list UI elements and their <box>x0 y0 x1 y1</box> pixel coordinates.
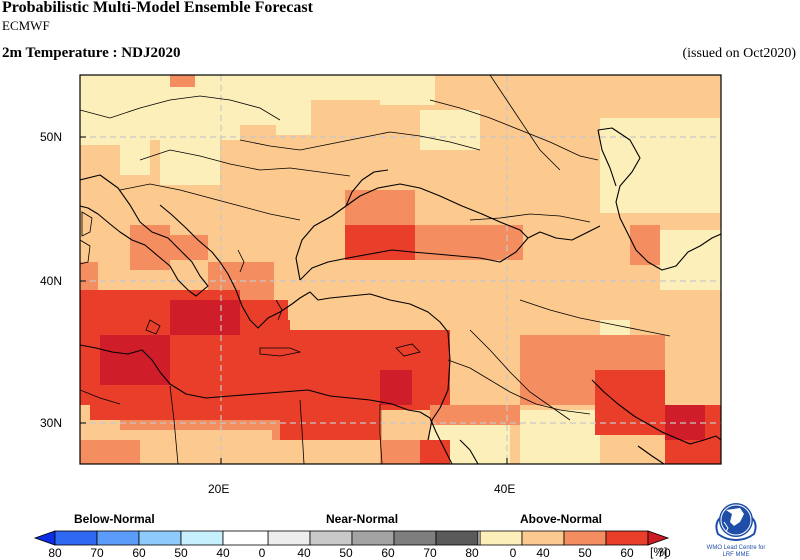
borders-islands <box>80 75 671 464</box>
map-frame <box>79 74 722 465</box>
legend-tick-label: 50 <box>174 546 188 560</box>
legend-arrow-left <box>33 530 56 546</box>
probability-cells <box>80 75 721 464</box>
legend-arrow-right <box>647 530 670 546</box>
legend-swatch <box>54 530 98 546</box>
probability-cell <box>170 75 195 87</box>
legend-swatch <box>605 530 649 546</box>
probability-cell <box>380 370 412 405</box>
probability-cell <box>660 230 721 290</box>
legend-swatch <box>479 530 523 546</box>
axis-ticks <box>80 136 508 464</box>
probability-cell <box>276 75 311 135</box>
logo-text-1: WMO Lead Centre for <box>707 545 766 551</box>
legend-unit: [%] <box>650 545 668 559</box>
legend-category-near: Near-Normal <box>326 512 399 526</box>
lat-lon-grid <box>80 75 721 464</box>
lat-label-30n: 30N <box>40 416 63 430</box>
lon-label-20e: 20E <box>208 482 230 496</box>
legend-category-above: Above-Normal <box>520 512 603 526</box>
probability-cell <box>520 410 600 464</box>
probability-cell <box>430 405 520 425</box>
legend-swatch <box>563 530 607 546</box>
legend-tick-label: 50 <box>578 546 592 560</box>
legend-swatch <box>435 530 479 546</box>
legend-swatch <box>138 530 182 546</box>
probability-cell <box>80 440 140 464</box>
probability-cell <box>420 440 450 464</box>
probability-cell <box>120 75 150 175</box>
issued-date: (issued on Oct2020) <box>682 46 796 61</box>
wmo-logo: WMO Lead Centre for LRF MME <box>707 503 766 558</box>
probability-cell <box>380 75 435 105</box>
legend-swatch <box>393 530 437 546</box>
probability-cell <box>80 75 120 145</box>
probability-cell <box>345 225 415 260</box>
legend-swatch <box>521 530 565 546</box>
legend-tick-label: 60 <box>132 546 146 560</box>
legend-tick-label: 80 <box>465 546 479 560</box>
legend-tick-label: 60 <box>381 546 395 560</box>
color-legend-bar <box>33 530 670 546</box>
lat-label-50n: 50N <box>40 130 63 144</box>
probability-cell <box>345 190 415 225</box>
legend-tick-label: 70 <box>657 546 671 560</box>
probability-cell <box>170 300 240 335</box>
legend-tick-label: 0 <box>509 546 517 560</box>
legend-swatch <box>309 530 353 546</box>
coastlines <box>80 127 721 464</box>
legend-tick-label: 50 <box>339 546 353 560</box>
legend-tick-label: 80 <box>48 546 62 560</box>
legend-tick-label: 60 <box>620 546 634 560</box>
probability-cell <box>420 110 480 150</box>
probability-cell <box>160 140 220 185</box>
model-name: ECMWF <box>2 18 50 33</box>
legend-category-below: Below-Normal <box>74 512 155 526</box>
legend-tick-label: 40 <box>216 546 230 560</box>
lat-label-40n: 40N <box>40 274 63 288</box>
legend-tick-label: 40 <box>297 546 311 560</box>
probability-cell <box>170 235 208 260</box>
probability-cell <box>100 335 170 385</box>
legend-tick-label: 40 <box>536 546 550 560</box>
lon-label-40e: 40E <box>494 482 516 496</box>
forecast-title: Probabilistic Multi-Model Ensemble Forec… <box>2 0 313 16</box>
probability-cell <box>240 75 276 125</box>
legend-tick-label: 70 <box>423 546 437 560</box>
legend-tick-label: 0 <box>258 546 266 560</box>
legend-swatch <box>267 530 311 546</box>
legend-swatch-blank <box>477 530 481 546</box>
legend-swatch <box>180 530 224 546</box>
variable-period: 2m Temperature : NDJ2020 <box>2 45 181 61</box>
legend-swatch <box>96 530 140 546</box>
globe-icon <box>715 503 757 542</box>
probability-cell <box>311 75 381 100</box>
legend-swatch <box>351 530 395 546</box>
probability-cell <box>130 225 170 270</box>
probability-cell <box>595 370 665 435</box>
legend-swatch-blank <box>222 530 269 546</box>
legend-tick-label: 70 <box>90 546 104 560</box>
logo-text-2: LRF MME <box>723 552 750 558</box>
